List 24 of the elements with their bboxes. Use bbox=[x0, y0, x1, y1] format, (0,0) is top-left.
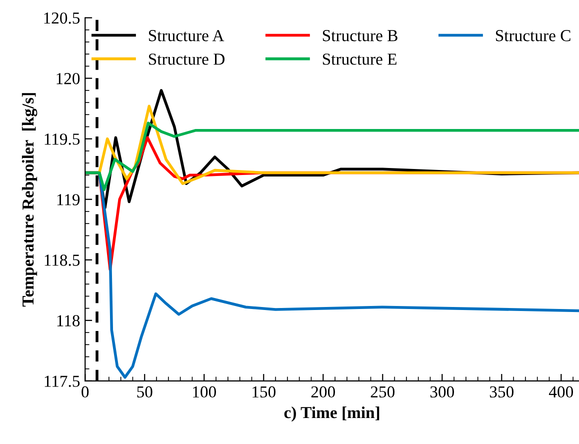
legend-label: Structure A bbox=[148, 30, 224, 42]
y-tick-label: 120.5 bbox=[44, 12, 80, 24]
legend-label: Structure D bbox=[148, 54, 224, 65]
y-tick-label: 119 bbox=[57, 194, 80, 206]
y-axis-title: Temperature Rebpoiler [kg/s] bbox=[22, 93, 38, 307]
legend-label: Structure B bbox=[322, 30, 398, 42]
x-tick-label: 250 bbox=[370, 386, 394, 398]
legend-label: Structure E bbox=[322, 54, 396, 65]
y-tick-label: 118 bbox=[57, 315, 80, 326]
x-tick-label: 0 bbox=[82, 386, 89, 398]
x-tick-label: 350 bbox=[490, 386, 514, 398]
legend-label: Structure C bbox=[496, 30, 570, 42]
x-tick-label: 200 bbox=[311, 386, 335, 398]
x-tick-label: 300 bbox=[430, 386, 454, 398]
x-tick-label: 50 bbox=[137, 386, 152, 398]
y-tick-label: 120 bbox=[56, 72, 80, 84]
x-axis-title: c) Time [min] bbox=[284, 406, 380, 422]
x-tick-label: 400 bbox=[548, 386, 574, 398]
y-tick-label: 119.5 bbox=[44, 134, 80, 145]
line-series bbox=[85, 122, 579, 192]
x-tick-label: 150 bbox=[252, 386, 276, 398]
x-tick-label: 100 bbox=[193, 386, 216, 398]
y-tick-label: 118.5 bbox=[44, 254, 80, 266]
y-tick-label: 117.5 bbox=[44, 376, 80, 387]
